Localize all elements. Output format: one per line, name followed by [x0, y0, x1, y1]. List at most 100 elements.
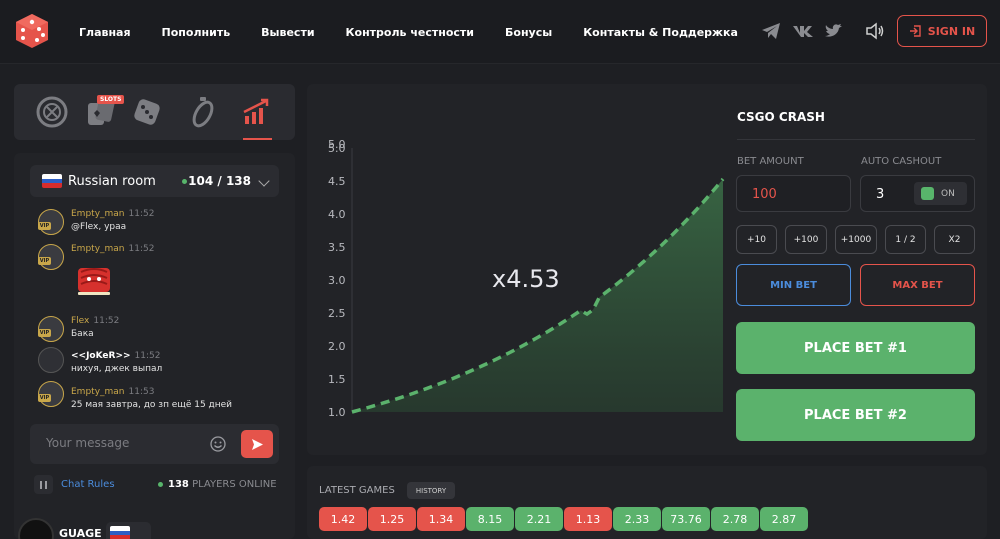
history-button[interactable]: HISTORY	[407, 482, 455, 499]
chip-plus-100[interactable]: +100	[785, 225, 827, 254]
y-tick-label: 3.5	[328, 241, 346, 254]
latest-game-chip[interactable]: 1.13	[564, 507, 612, 531]
vip-badge: VIP	[38, 394, 51, 402]
message-author[interactable]: Empty_man 11:53	[71, 387, 155, 397]
message-author[interactable]: Flex 11:52	[71, 316, 120, 326]
room-name: Russian room	[68, 173, 156, 189]
vip-badge: VIP	[38, 222, 51, 230]
vk-icon[interactable]	[792, 20, 814, 42]
sign-in-button[interactable]: SIGN IN	[897, 15, 987, 47]
chip-plus-1000[interactable]: +1000	[835, 225, 877, 254]
nav-home[interactable]: Главная	[79, 25, 131, 39]
crash-line	[351, 177, 725, 414]
latest-game-chip[interactable]: 2.21	[515, 507, 563, 531]
message-text: @Flex, ураа	[71, 222, 127, 232]
latest-game-chip[interactable]: 73.76	[662, 507, 710, 531]
message-author[interactable]: Empty_man 11:52	[71, 209, 155, 219]
bet-amount-field[interactable]: 100	[736, 175, 851, 212]
chat-rules-link[interactable]: Chat Rules	[61, 479, 115, 490]
bet-amount-label: BET AMOUNT	[737, 156, 804, 167]
bet-amount-value: 100	[752, 187, 777, 202]
y-tick-label: 2.0	[328, 340, 346, 353]
crash-icon[interactable]	[240, 96, 274, 130]
active-game-indicator	[243, 138, 272, 140]
message-input[interactable]	[46, 436, 206, 450]
language-bar: GUAGE	[14, 518, 295, 539]
y-tick-label: 1.5	[328, 373, 346, 386]
nav-support[interactable]: Контакты & Поддержка	[583, 25, 738, 39]
place-bet-1-button[interactable]: PLACE BET #1	[736, 322, 975, 374]
latest-game-chip[interactable]: 1.34	[417, 507, 465, 531]
chip-double[interactable]: X2	[934, 225, 975, 254]
divider	[737, 139, 975, 140]
y-tick-label: 4.0	[328, 208, 346, 221]
chip-half[interactable]: 1 / 2	[885, 225, 926, 254]
online-dot-icon	[182, 178, 187, 184]
room-selector[interactable]: Russian room 104 / 138	[30, 165, 279, 197]
min-bet-button[interactable]: MIN BET	[736, 264, 851, 306]
avatar[interactable]	[38, 347, 64, 373]
game-title: CSGO CRASH	[737, 110, 825, 124]
y-tick-label: 5.0	[328, 142, 346, 155]
latest-game-chip[interactable]: 2.78	[711, 507, 759, 531]
coinflip-icon[interactable]	[186, 95, 220, 129]
nav-withdraw[interactable]: Вывести	[261, 25, 315, 39]
login-icon	[909, 25, 921, 37]
slots-icon[interactable]	[84, 95, 118, 129]
chip-plus-10[interactable]: +10	[736, 225, 777, 254]
auto-cashout-value: 3	[876, 187, 885, 202]
crash-chart: 1.0 1.5 2.0 2.5 3.0 3.5 4.0 4.5 5.05.0	[328, 138, 725, 419]
roulette-icon[interactable]	[35, 95, 69, 129]
vip-badge: VIP	[38, 329, 51, 337]
top-header: Главная Пополнить Вывести Контроль честн…	[0, 0, 1000, 64]
emoji-icon[interactable]	[210, 436, 226, 452]
toggle-label: ON	[941, 188, 955, 199]
crash-area	[352, 179, 723, 412]
latest-games-title: LATEST GAMES	[319, 485, 395, 496]
place-bet-2-button[interactable]: PLACE BET #2	[736, 389, 975, 441]
latest-game-chip[interactable]: 2.33	[613, 507, 661, 531]
room-count: 104 / 138	[188, 174, 251, 188]
latest-game-chip[interactable]: 8.15	[466, 507, 514, 531]
toggle-indicator	[921, 187, 934, 200]
slots-badge: SLOTS	[97, 95, 125, 104]
online-dot-icon	[158, 481, 163, 487]
twitter-icon[interactable]	[823, 20, 845, 42]
main-nav: Главная Пополнить Вывести Контроль честн…	[79, 0, 769, 64]
language-label: GUAGE	[59, 527, 102, 539]
message-text: Бака	[71, 329, 94, 339]
message-author[interactable]: <<JoKeR>> 11:52	[71, 351, 161, 361]
y-tick-label: 3.0	[328, 274, 346, 287]
nav-bonuses[interactable]: Бонусы	[505, 25, 553, 39]
logo-badge	[18, 518, 54, 539]
y-tick-label: 2.5	[328, 307, 346, 320]
send-button[interactable]	[241, 430, 273, 458]
message-author[interactable]: Empty_man 11:52	[71, 244, 155, 254]
nav-fairness[interactable]: Контроль честности	[345, 25, 474, 39]
dice-icon[interactable]	[130, 95, 164, 129]
max-bet-button[interactable]: MAX BET	[860, 264, 975, 306]
nav-deposit[interactable]: Пополнить	[161, 25, 231, 39]
y-tick-label: 5.0	[328, 138, 346, 151]
pause-chat-button[interactable]	[34, 475, 53, 494]
latest-game-chip[interactable]: 1.25	[368, 507, 416, 531]
dice-logo-icon[interactable]	[14, 13, 50, 49]
latest-games-list: 1.42 1.25 1.34 8.15 2.21 1.13 2.33 73.76 2.78 2.8…	[319, 507, 808, 531]
pause-icon	[40, 480, 47, 489]
avatar[interactable]	[38, 209, 64, 235]
auto-cashout-label: AUTO CASHOUT	[861, 156, 942, 167]
y-tick-label: 4.5	[328, 175, 346, 188]
telegram-icon[interactable]	[760, 20, 782, 42]
send-icon	[251, 438, 263, 450]
latest-game-chip[interactable]: 1.42	[319, 507, 367, 531]
sound-icon[interactable]	[864, 20, 886, 42]
current-multiplier: x4.53	[492, 265, 560, 293]
language-selector[interactable]	[106, 522, 151, 539]
message-text: нихуя, джек выпал	[71, 364, 163, 374]
latest-game-chip[interactable]: 2.87	[760, 507, 808, 531]
message-text: 25 мая завтра, до зп ещё 15 дней	[71, 400, 233, 410]
russia-flag-icon	[110, 526, 130, 539]
auto-cashout-toggle[interactable]: ON	[914, 182, 967, 205]
message-input-box	[30, 424, 279, 464]
y-tick-label: 1.0	[328, 406, 346, 419]
